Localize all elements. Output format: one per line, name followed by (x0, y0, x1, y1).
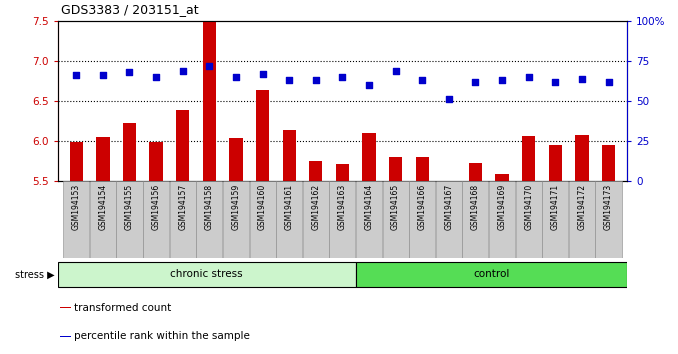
Bar (575, 135, 589, 181)
Text: GSM194159: GSM194159 (231, 184, 241, 230)
FancyBboxPatch shape (516, 181, 542, 258)
FancyBboxPatch shape (356, 181, 382, 258)
Bar (416, 156, 429, 181)
Text: GSM194170: GSM194170 (524, 184, 533, 230)
FancyBboxPatch shape (436, 181, 462, 258)
Point (283, 77, 294, 83)
FancyBboxPatch shape (223, 181, 249, 258)
Text: GSM194166: GSM194166 (418, 184, 426, 230)
FancyBboxPatch shape (250, 181, 275, 258)
FancyBboxPatch shape (356, 262, 627, 287)
Point (603, 79, 614, 85)
Point (151, 74, 161, 80)
Point (98, 73, 108, 78)
FancyBboxPatch shape (595, 181, 622, 258)
FancyBboxPatch shape (462, 181, 488, 258)
Text: GSM194158: GSM194158 (205, 184, 214, 230)
Point (576, 76, 587, 81)
FancyBboxPatch shape (303, 181, 329, 258)
Bar (96, 137, 110, 181)
Bar (283, 130, 296, 181)
Bar (522, 136, 536, 181)
FancyBboxPatch shape (382, 181, 409, 258)
Point (391, 68, 401, 74)
Text: GSM194156: GSM194156 (152, 184, 161, 230)
Bar (549, 145, 562, 181)
Bar (309, 161, 323, 181)
Point (523, 74, 534, 80)
Text: GSM194157: GSM194157 (178, 184, 187, 230)
FancyBboxPatch shape (542, 181, 568, 258)
FancyBboxPatch shape (143, 181, 169, 258)
FancyBboxPatch shape (89, 181, 116, 258)
Bar (176, 110, 189, 181)
Text: GSM194171: GSM194171 (551, 184, 560, 230)
Bar (256, 90, 269, 181)
Text: chronic stress: chronic stress (170, 269, 243, 279)
Point (257, 71, 268, 76)
Point (204, 63, 215, 69)
FancyBboxPatch shape (569, 181, 595, 258)
Point (231, 74, 241, 80)
FancyBboxPatch shape (489, 181, 515, 258)
Bar (468, 163, 482, 181)
Text: GSM194153: GSM194153 (72, 184, 81, 230)
Bar (70, 142, 83, 181)
Bar (389, 156, 402, 181)
Text: percentile rank within the sample: percentile rank within the sample (74, 331, 250, 341)
Point (337, 74, 348, 80)
Point (443, 96, 454, 102)
Point (363, 82, 374, 88)
Bar (60, 336, 71, 337)
Bar (362, 133, 376, 181)
Text: transformed count: transformed count (74, 303, 171, 313)
Bar (203, 21, 216, 181)
Point (177, 68, 188, 74)
FancyBboxPatch shape (170, 181, 196, 258)
Text: GSM194162: GSM194162 (311, 184, 320, 230)
Text: control: control (473, 269, 510, 279)
FancyBboxPatch shape (276, 181, 302, 258)
Text: GSM194169: GSM194169 (498, 184, 506, 230)
Bar (123, 123, 136, 181)
Text: GSM194172: GSM194172 (578, 184, 586, 230)
Text: GDS3383 / 203151_at: GDS3383 / 203151_at (61, 3, 199, 16)
Bar (229, 137, 243, 181)
Text: GSM194168: GSM194168 (471, 184, 480, 230)
Text: GSM194160: GSM194160 (258, 184, 267, 230)
Text: GSM194154: GSM194154 (98, 184, 107, 230)
Text: GSM194167: GSM194167 (444, 184, 454, 230)
Bar (336, 164, 349, 181)
Point (550, 79, 561, 85)
Bar (149, 142, 163, 181)
Point (470, 79, 481, 85)
FancyBboxPatch shape (63, 181, 89, 258)
Text: GSM194155: GSM194155 (125, 184, 134, 230)
FancyBboxPatch shape (197, 181, 222, 258)
Text: stress ▶: stress ▶ (15, 269, 54, 279)
Point (71, 73, 81, 78)
Bar (602, 145, 615, 181)
FancyBboxPatch shape (410, 181, 435, 258)
Point (124, 69, 135, 75)
Text: GSM194165: GSM194165 (391, 184, 400, 230)
FancyBboxPatch shape (117, 181, 142, 258)
Bar (496, 174, 508, 181)
FancyBboxPatch shape (58, 262, 356, 287)
Point (311, 77, 321, 83)
FancyBboxPatch shape (330, 181, 355, 258)
Text: GSM194164: GSM194164 (365, 184, 374, 230)
Point (417, 77, 428, 83)
Text: GSM194161: GSM194161 (285, 184, 294, 230)
Text: GSM194173: GSM194173 (604, 184, 613, 230)
Point (497, 77, 508, 83)
Text: GSM194163: GSM194163 (338, 184, 347, 230)
